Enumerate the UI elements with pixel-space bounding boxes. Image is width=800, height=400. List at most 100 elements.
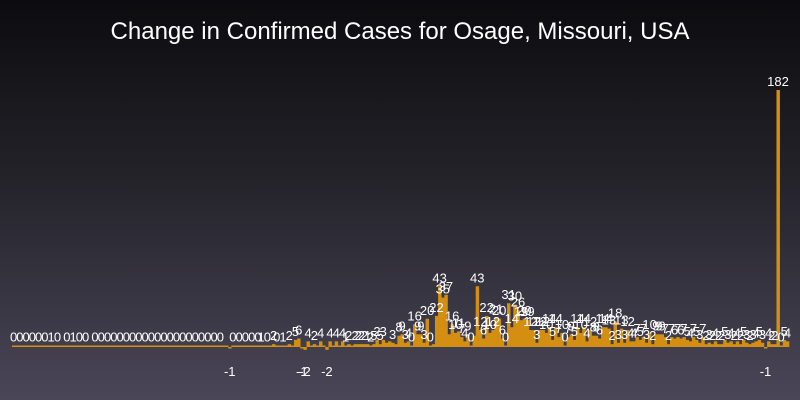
bar <box>654 334 658 347</box>
bar <box>203 345 207 347</box>
bar <box>159 345 163 347</box>
bar <box>99 345 104 347</box>
data-label: 0 <box>29 330 36 345</box>
data-label: 4 <box>317 325 324 340</box>
data-label: 20 <box>420 303 434 318</box>
bar <box>488 332 492 347</box>
data-label: 9 <box>658 318 665 333</box>
bar <box>516 310 520 347</box>
bar <box>259 345 263 347</box>
bar <box>676 337 680 347</box>
bar <box>27 345 32 347</box>
bar <box>738 344 743 347</box>
bar <box>732 344 737 347</box>
bar <box>297 338 301 347</box>
bar <box>767 341 771 347</box>
bar <box>331 345 335 347</box>
bar <box>375 339 379 347</box>
data-label: 9 <box>414 318 421 333</box>
bar <box>140 345 144 347</box>
data-label: 2 <box>355 328 362 343</box>
bar <box>225 345 229 347</box>
bar <box>622 342 627 347</box>
bar <box>337 345 342 347</box>
bar <box>152 345 157 347</box>
bar <box>262 345 267 347</box>
bar <box>334 341 339 347</box>
data-label: 4 <box>687 325 694 340</box>
data-label: 0 <box>22 330 29 345</box>
bar <box>735 341 740 347</box>
data-label: 5 <box>721 324 728 339</box>
bar <box>33 345 38 347</box>
bar <box>300 347 304 349</box>
data-label: 0 <box>179 330 186 345</box>
data-label: 0 <box>254 330 261 345</box>
bar <box>40 345 44 347</box>
data-label: 4 <box>583 325 590 340</box>
data-label: 3 <box>621 327 628 342</box>
data-label: 0 <box>204 330 211 345</box>
bar <box>525 320 530 347</box>
bar <box>644 342 649 347</box>
bar <box>215 345 220 347</box>
data-label: 0 <box>502 330 509 345</box>
bar <box>340 341 345 347</box>
bar <box>685 339 690 347</box>
data-label: 0 <box>135 330 142 345</box>
data-label: 31 <box>501 287 515 302</box>
data-label: 1 <box>364 328 371 343</box>
data-label: 7 <box>565 321 572 336</box>
data-label: 0 <box>142 330 149 345</box>
data-label: 0 <box>16 330 23 345</box>
bar <box>660 334 664 347</box>
data-label: 10 <box>573 317 587 332</box>
data-label: 5 <box>549 324 556 339</box>
data-label: -1 <box>760 364 772 379</box>
data-label: 10 <box>483 317 497 332</box>
bar <box>250 345 254 347</box>
data-label: 3 <box>724 327 731 342</box>
bar <box>77 345 82 347</box>
bar <box>648 332 652 347</box>
bar <box>572 339 577 347</box>
data-label: 0 <box>76 330 83 345</box>
data-label: 0 <box>273 330 280 345</box>
data-label: 3 <box>749 327 756 342</box>
bar <box>196 345 201 347</box>
bar <box>579 332 583 347</box>
bar <box>378 344 382 347</box>
bar <box>290 345 295 347</box>
data-label: 9 <box>652 318 659 333</box>
bar <box>729 341 733 347</box>
bar <box>478 330 483 347</box>
data-label: 3 <box>759 327 766 342</box>
bar <box>118 345 122 347</box>
data-label: 19 <box>514 304 528 319</box>
data-label: 4 <box>734 325 741 340</box>
bar <box>171 345 176 347</box>
bar <box>626 330 630 347</box>
data-label: 5 <box>781 324 788 339</box>
bar <box>773 344 777 347</box>
bar <box>441 297 445 347</box>
data-label: 1 <box>257 330 264 345</box>
bar <box>278 345 282 347</box>
bar <box>93 345 97 347</box>
data-label: 14 <box>504 311 518 326</box>
bar <box>162 345 166 347</box>
data-label: 10 <box>642 317 656 332</box>
bar <box>760 342 765 347</box>
bar <box>472 335 476 347</box>
bar <box>669 337 674 347</box>
data-label: 0 <box>167 330 174 345</box>
bar <box>187 345 191 347</box>
bar <box>65 345 69 347</box>
bar <box>102 345 107 347</box>
bar <box>619 328 624 347</box>
data-label: 7 <box>555 321 562 336</box>
data-label: 5 <box>684 324 691 339</box>
bar <box>134 345 138 347</box>
bar <box>657 334 661 347</box>
data-label: 7 <box>668 321 675 336</box>
